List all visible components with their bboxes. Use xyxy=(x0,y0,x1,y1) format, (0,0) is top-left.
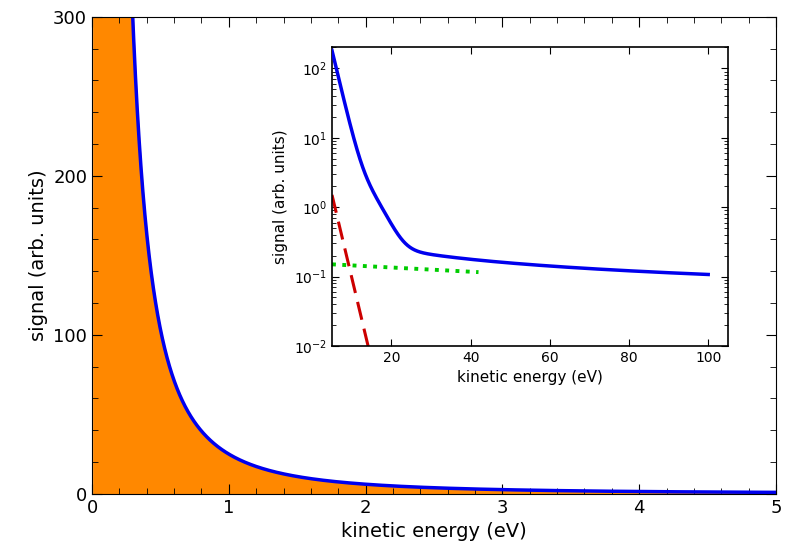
X-axis label: kinetic energy (eV): kinetic energy (eV) xyxy=(341,522,527,541)
Y-axis label: signal (arb. units): signal (arb. units) xyxy=(29,170,47,341)
Y-axis label: signal (arb. units): signal (arb. units) xyxy=(274,129,288,264)
X-axis label: kinetic energy (eV): kinetic energy (eV) xyxy=(457,371,603,386)
